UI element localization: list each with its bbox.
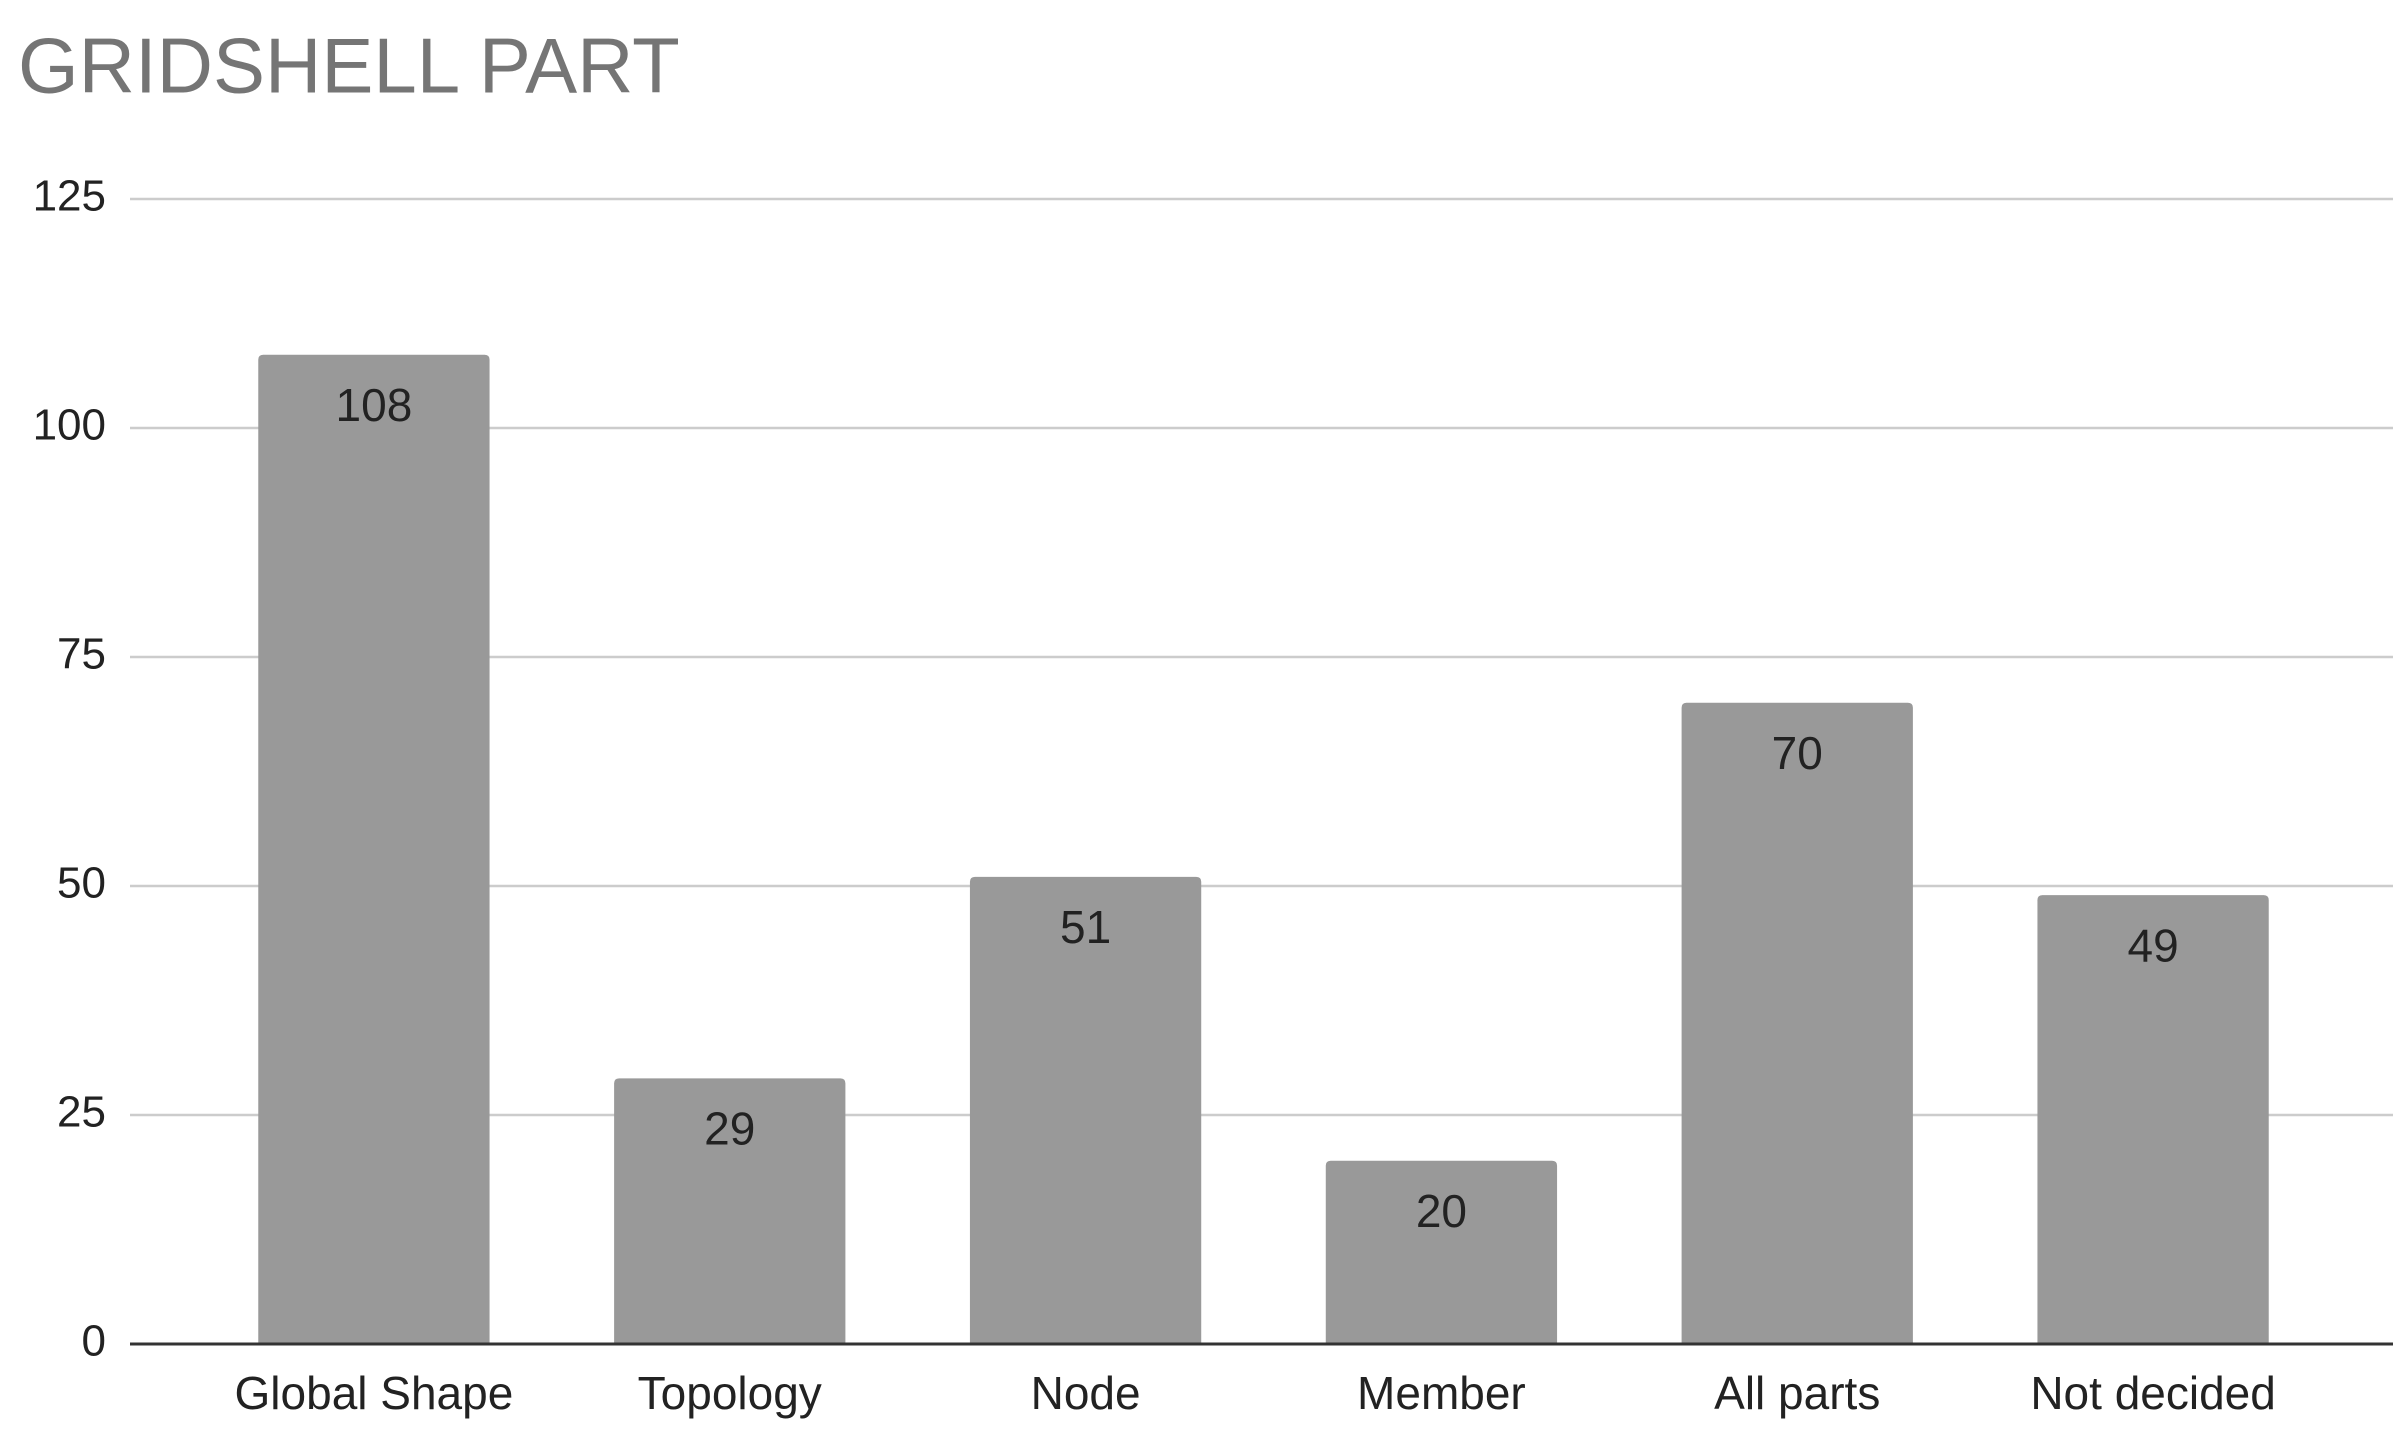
bar [258, 354, 490, 1345]
chart-title: GRIDSHELL PART [18, 22, 680, 110]
y-tick-label: 0 [82, 1317, 106, 1366]
y-tick-label: 25 [57, 1088, 106, 1137]
x-tick-label: All parts [1714, 1367, 1880, 1419]
x-tick-label: Global Shape [235, 1367, 514, 1419]
bar [1681, 702, 1913, 1344]
y-tick-label: 100 [33, 401, 106, 450]
value-label: 20 [1416, 1185, 1467, 1237]
bar [1325, 1160, 1558, 1344]
x-tick-label: Member [1357, 1367, 1526, 1419]
value-label: 70 [1772, 727, 1823, 779]
value-label: 29 [704, 1103, 755, 1155]
bar [614, 1078, 846, 1344]
y-tick-label: 75 [57, 630, 106, 679]
value-label: 108 [336, 379, 413, 431]
y-tick-label: 50 [57, 859, 106, 908]
x-tick-label: Not decided [2030, 1367, 2276, 1419]
bar [2037, 895, 2269, 1344]
x-tick-label: Node [1031, 1367, 1141, 1419]
y-tick-label: 125 [33, 172, 106, 221]
value-label: 49 [2127, 919, 2178, 971]
bar [969, 876, 1202, 1344]
x-tick-label: Topology [638, 1367, 822, 1419]
value-label: 51 [1060, 901, 1111, 953]
